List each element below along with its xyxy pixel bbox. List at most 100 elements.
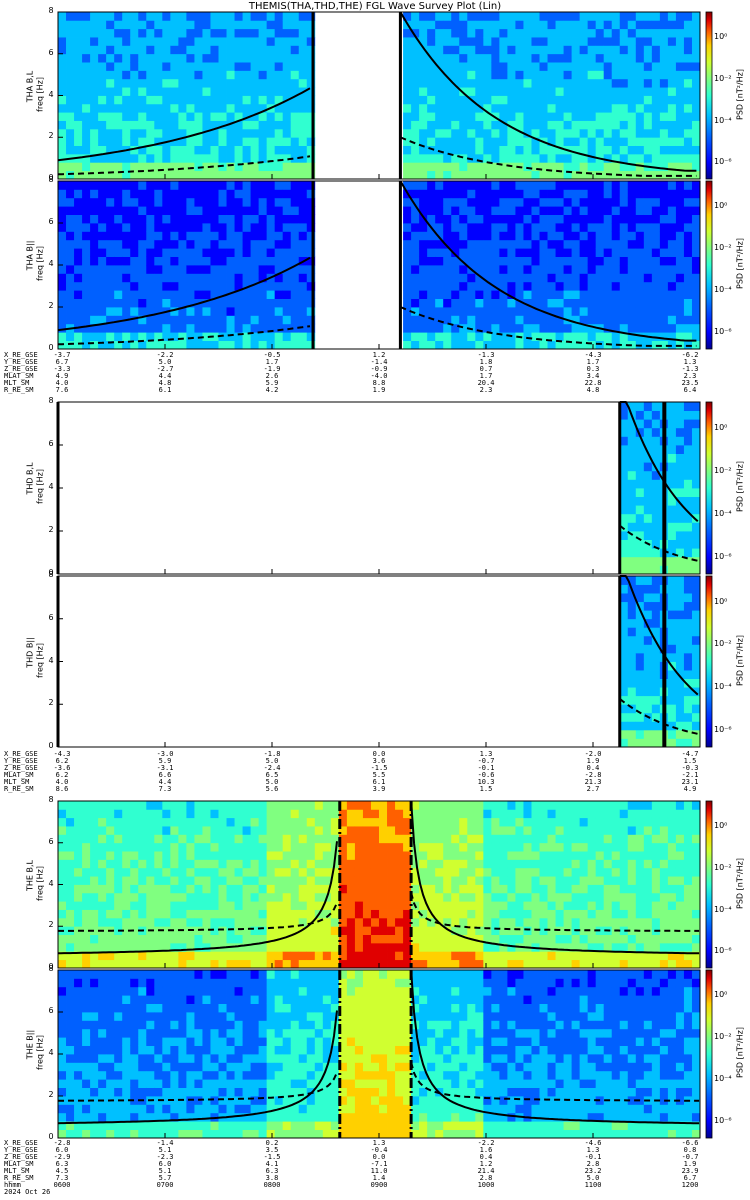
- psd-cell: [475, 223, 484, 232]
- psd-cell: [547, 834, 556, 844]
- psd-cell: [218, 95, 227, 105]
- psd-cell: [234, 45, 243, 55]
- psd-cell: [523, 934, 532, 944]
- psd-cell: [555, 170, 564, 180]
- psd-cell: [691, 256, 701, 266]
- psd-cell: [58, 917, 67, 927]
- psd-cell: [170, 917, 179, 927]
- psd-cell: [419, 826, 428, 835]
- psd-cell: [250, 315, 260, 325]
- psd-cell: [306, 859, 316, 869]
- psd-cell: [667, 618, 677, 628]
- psd-cell: [507, 917, 516, 927]
- psd-cell: [202, 12, 211, 21]
- psd-cell: [58, 37, 67, 46]
- psd-cell: [82, 959, 91, 969]
- psd-cell: [555, 153, 564, 163]
- psd-cell: [411, 120, 420, 130]
- psd-cell: [507, 281, 516, 291]
- psd-cell: [226, 842, 235, 852]
- psd-cell: [659, 231, 669, 241]
- psd-cell: [443, 307, 452, 316]
- psd-cell: [66, 1062, 75, 1072]
- psd-cell: [419, 120, 428, 130]
- psd-cell: [435, 884, 444, 894]
- psd-cell: [98, 1003, 107, 1013]
- psd-cell: [178, 867, 187, 877]
- psd-cell: [691, 470, 701, 480]
- psd-cell: [539, 290, 548, 299]
- psd-cell: [387, 801, 396, 810]
- psd-cell: [266, 884, 276, 894]
- psd-cell: [523, 265, 532, 274]
- psd-cell: [234, 256, 243, 266]
- psd-cell: [274, 951, 284, 961]
- psd-cell: [667, 496, 677, 506]
- psd-cell: [627, 340, 637, 350]
- psd-cell: [539, 951, 548, 961]
- psd-cell: [194, 53, 203, 63]
- psd-cell: [675, 801, 685, 810]
- psd-cell: [162, 834, 171, 844]
- psd-cell: [595, 248, 605, 257]
- psd-cell: [186, 128, 195, 138]
- psd-cell: [114, 340, 123, 350]
- psd-cell: [258, 197, 268, 207]
- psd-cell: [555, 248, 564, 257]
- psd-cell: [122, 1104, 131, 1114]
- psd-cell: [563, 28, 573, 38]
- psd-cell: [395, 892, 404, 902]
- psd-cell: [651, 842, 661, 852]
- psd-cell: [395, 809, 404, 819]
- psd-cell: [595, 892, 605, 902]
- psd-cell: [595, 137, 605, 146]
- psd-cell: [523, 281, 532, 291]
- psd-cell: [499, 181, 508, 190]
- psd-cell: [122, 901, 131, 910]
- psd-cell: [106, 1012, 115, 1021]
- psd-cell: [298, 20, 308, 30]
- psd-cell: [106, 281, 115, 291]
- psd-cell: [154, 206, 163, 215]
- psd-cell: [178, 103, 187, 113]
- psd-cell: [619, 704, 629, 714]
- psd-cell: [258, 12, 268, 21]
- psd-cell: [675, 842, 685, 852]
- psd-cell: [499, 826, 508, 835]
- psd-cell: [82, 1104, 91, 1114]
- psd-cell: [539, 834, 548, 844]
- psd-cell: [202, 809, 211, 819]
- psd-cell: [651, 137, 661, 146]
- psd-cell: [138, 290, 147, 299]
- psd-cell: [98, 942, 107, 952]
- psd-cell: [282, 892, 292, 902]
- psd-cell: [282, 214, 292, 224]
- psd-cell: [675, 436, 685, 446]
- psd-cell: [306, 926, 316, 935]
- psd-cell: [242, 162, 252, 172]
- psd-cell: [635, 419, 645, 429]
- psd-cell: [298, 137, 308, 146]
- psd-cell: [587, 801, 597, 810]
- psd-cell: [226, 290, 235, 299]
- psd-cell: [459, 801, 468, 810]
- psd-cell: [66, 909, 75, 919]
- psd-cell: [435, 53, 444, 63]
- psd-cell: [491, 909, 500, 919]
- psd-cell: [210, 892, 219, 902]
- spectrogram-panel-1: [58, 181, 701, 350]
- psd-cell: [234, 892, 243, 902]
- psd-cell: [507, 78, 516, 88]
- psd-cell: [162, 37, 171, 46]
- psd-cell: [491, 181, 500, 190]
- psd-cell: [138, 1003, 147, 1013]
- psd-cell: [387, 867, 396, 877]
- psd-cell: [651, 496, 661, 506]
- psd-cell: [178, 959, 187, 969]
- psd-cell: [691, 128, 701, 138]
- psd-cell: [138, 281, 147, 291]
- psd-cell: [675, 445, 685, 454]
- psd-cell: [170, 162, 179, 172]
- psd-cell: [459, 307, 468, 316]
- psd-cell: [186, 817, 195, 827]
